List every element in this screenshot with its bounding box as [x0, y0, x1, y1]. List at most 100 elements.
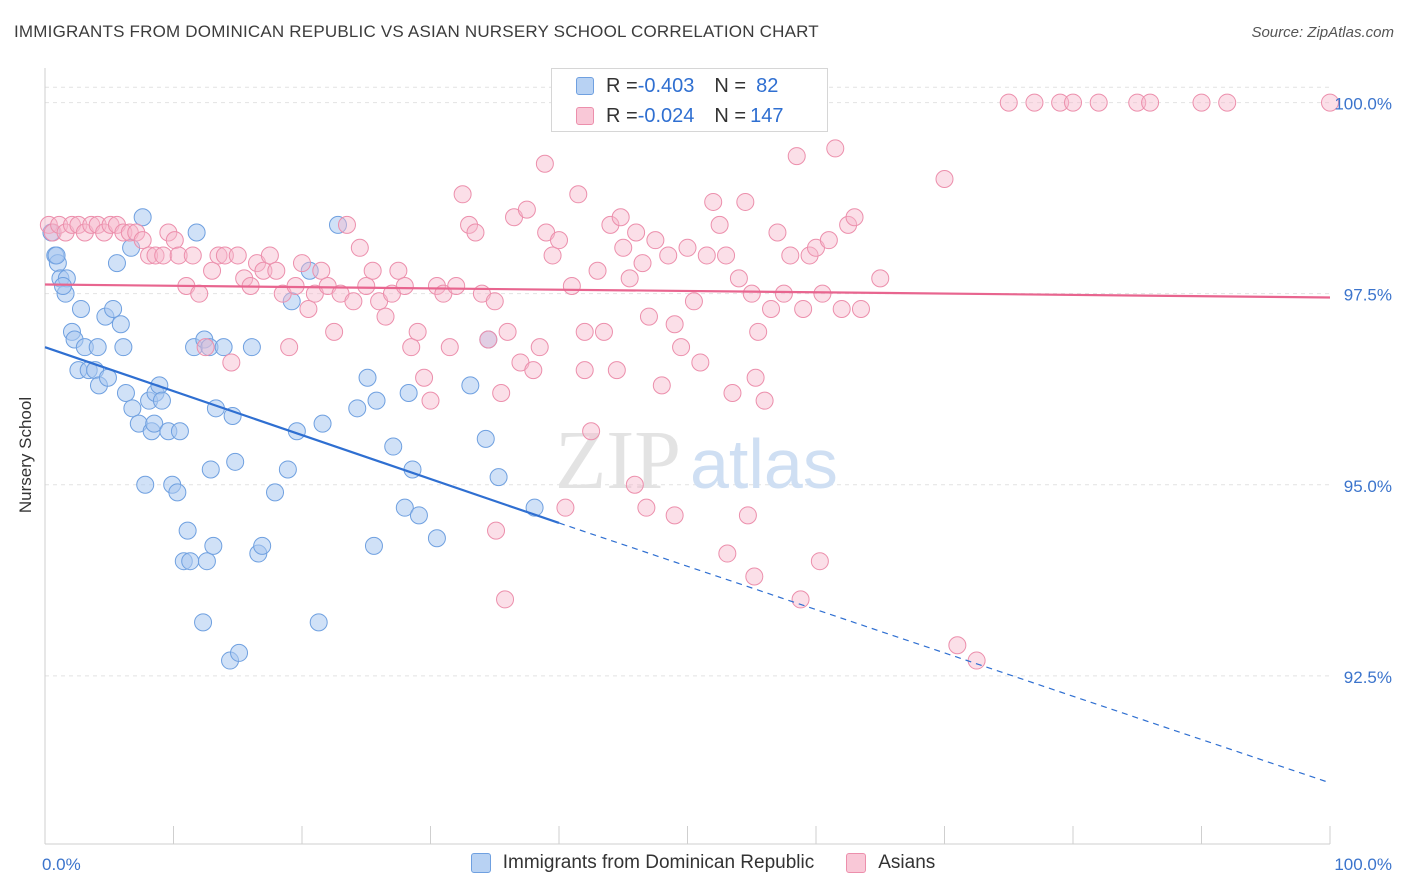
- data-point-asians: [312, 261, 331, 280]
- data-point-asians: [146, 246, 165, 265]
- legend-swatch-blue: [576, 77, 594, 95]
- data-point-asians: [293, 254, 311, 273]
- x-tick-label: 100.0%: [1334, 855, 1392, 874]
- data-point-dominican: [476, 429, 495, 448]
- data-point-asians: [415, 368, 434, 387]
- legend-swatch-pink: [576, 107, 594, 125]
- data-point-asians: [453, 185, 472, 204]
- series-legend: Immigrants from Dominican Republic Asian…: [0, 852, 1406, 874]
- data-point-asians: [556, 498, 575, 517]
- data-point-dominican: [201, 460, 220, 479]
- legend-r-label: R =: [606, 104, 638, 127]
- data-point-asians: [633, 254, 652, 273]
- data-point-asians: [43, 223, 62, 242]
- data-point-asians: [575, 361, 594, 380]
- data-point-asians: [672, 338, 691, 357]
- data-point-dominican: [53, 277, 72, 296]
- data-point-asians: [127, 223, 146, 242]
- data-point-asians: [337, 215, 356, 234]
- data-point-asians: [717, 246, 736, 265]
- data-point-asians: [395, 277, 414, 296]
- data-point-asians: [569, 185, 588, 204]
- data-point-dominican: [71, 299, 90, 318]
- data-point-dominican: [114, 338, 133, 357]
- data-point-dominican: [409, 506, 428, 525]
- data-point-dominican: [253, 536, 272, 555]
- legend-r-value: -0.403: [637, 74, 695, 97]
- data-point-dominican: [384, 437, 403, 456]
- data-point-asians: [209, 246, 228, 265]
- legend-r-label: R =: [606, 74, 638, 97]
- data-point-asians: [517, 200, 536, 219]
- correlation-legend: R = -0.403 N = 82 R = -0.024 N = 147: [551, 68, 828, 132]
- data-point-asians: [1218, 93, 1237, 112]
- data-point-dominican: [489, 468, 508, 487]
- data-point-asians: [832, 299, 851, 318]
- legend-n-label: N =: [714, 104, 747, 127]
- data-point-asians: [114, 223, 133, 242]
- data-point-dominican: [187, 223, 206, 242]
- data-point-asians: [684, 292, 703, 311]
- data-point-asians: [594, 322, 613, 341]
- data-point-asians: [133, 231, 152, 250]
- data-point-dominican: [461, 376, 480, 395]
- data-point-asians: [851, 299, 870, 318]
- data-point-asians: [749, 322, 768, 341]
- grid-lines: [45, 86, 1330, 677]
- data-point-asians: [562, 277, 581, 296]
- trend-lines: [44, 283, 1331, 784]
- data-point-asians: [762, 299, 781, 318]
- data-point-asians: [1192, 93, 1211, 112]
- trendline-asians: [44, 283, 1331, 299]
- legend-n-label: N =: [714, 74, 747, 97]
- data-point-dominican: [525, 498, 544, 517]
- data-point-asians: [447, 277, 466, 296]
- data-point-asians: [736, 192, 755, 211]
- trendline-dominican: [44, 346, 560, 525]
- data-point-asians: [421, 391, 440, 410]
- data-point-dominican: [152, 391, 171, 410]
- data-point-asians: [280, 338, 299, 357]
- data-point-asians: [774, 284, 793, 303]
- data-point-asians: [746, 368, 765, 387]
- legend-item-asians[interactable]: Asians: [846, 852, 935, 874]
- data-point-asians: [479, 330, 498, 349]
- data-point-asians: [738, 506, 757, 525]
- data-point-asians: [222, 353, 241, 372]
- data-point-asians: [267, 261, 286, 280]
- chart-title: IMMIGRANTS FROM DOMINICAN REPUBLIC VS AS…: [14, 22, 819, 41]
- data-point-asians: [350, 238, 369, 257]
- data-point-asians: [1128, 93, 1147, 112]
- data-point-asians: [710, 215, 729, 234]
- data-point-dominican: [278, 460, 297, 479]
- data-point-asians: [704, 192, 723, 211]
- data-point-dominican: [399, 384, 418, 403]
- legend-label-asians: Asians: [878, 852, 936, 873]
- data-point-asians: [678, 238, 697, 257]
- data-point-dominican: [88, 338, 107, 357]
- data-point-asians: [88, 215, 107, 234]
- data-point-dominican: [204, 536, 223, 555]
- data-point-asians: [535, 154, 554, 173]
- y-tick-label: 92.5%: [1344, 668, 1392, 687]
- data-point-asians: [183, 246, 202, 265]
- y-tick-label: 100.0%: [1334, 95, 1392, 114]
- data-point-asians: [196, 338, 215, 357]
- data-point-dominican: [107, 254, 126, 273]
- data-point-dominican: [178, 521, 197, 540]
- data-point-asians: [154, 246, 173, 265]
- data-point-asians: [627, 223, 646, 242]
- legend-item-dominican[interactable]: Immigrants from Dominican Republic: [470, 852, 815, 874]
- legend-label-dominican: Immigrants from Dominican Republic: [502, 852, 815, 873]
- data-point-asians: [1089, 93, 1108, 112]
- data-point-asians: [498, 322, 517, 341]
- legend-row-dominican: R = -0.403 N = 82: [552, 71, 778, 101]
- data-point-dominican: [226, 452, 245, 471]
- data-point-dominican: [395, 498, 414, 517]
- data-point-asians: [745, 567, 764, 586]
- data-point-dominican: [266, 483, 285, 502]
- source-label: Source: ZipAtlas.com: [1251, 24, 1394, 41]
- data-point-dominican: [133, 208, 152, 227]
- data-point-asians: [601, 215, 620, 234]
